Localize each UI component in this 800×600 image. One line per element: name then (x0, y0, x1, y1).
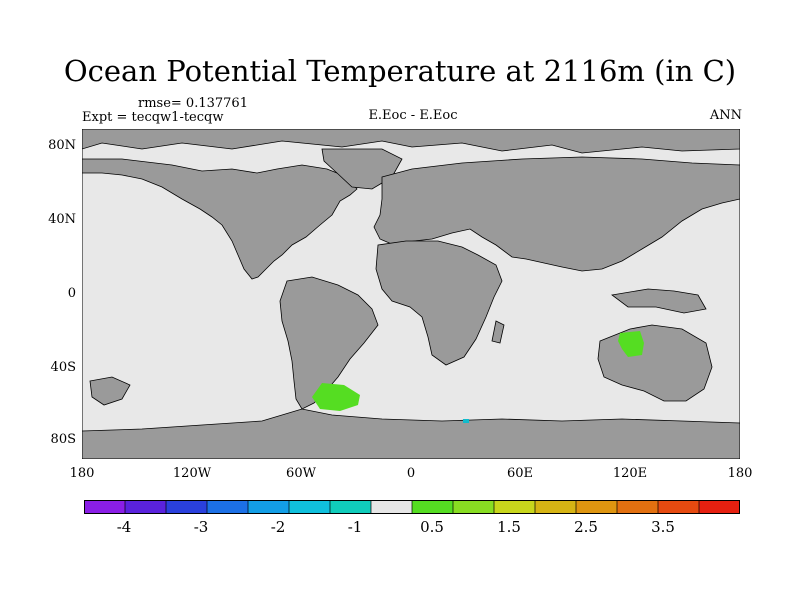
colorbar-label: -1 (347, 518, 363, 536)
comparison-label: E.Eoc - E.Eoc (368, 108, 458, 123)
anomaly-patch-negative (463, 419, 469, 423)
lon-tick-label: 120E (612, 466, 648, 481)
colorbar-swatch (617, 500, 659, 514)
colorbar-swatch (535, 500, 577, 514)
colorbar-label: 0.5 (420, 518, 444, 536)
land-masses (82, 129, 740, 459)
rmse-label: rmse= 0.137761 (138, 96, 248, 111)
colorbar-swatch (699, 500, 740, 514)
lat-tick-label: 0 (67, 286, 76, 301)
colorbar-swatch (166, 500, 208, 514)
north-america (82, 158, 358, 280)
madagascar (491, 320, 505, 344)
colorbar-swatch (330, 500, 372, 514)
lon-tick-label: 120W (172, 466, 212, 481)
colorbar-swatch (658, 500, 700, 514)
africa (375, 240, 503, 366)
colorbar-swatch (371, 500, 413, 514)
colorbar-label: 3.5 (651, 518, 675, 536)
colorbar-swatch (125, 500, 167, 514)
colorbar-label: -3 (193, 518, 209, 536)
colorbar-swatch (248, 500, 290, 514)
colorbar-border (84, 500, 740, 514)
colorbar-swatch (494, 500, 536, 514)
anomaly-patch-indian-ocean (618, 331, 644, 357)
lon-tick-label: 60W (286, 466, 316, 481)
lon-tick-label: 180 (727, 466, 753, 481)
colorbar-swatch (289, 500, 331, 514)
colorbar (84, 500, 740, 514)
colorbar-label: -2 (270, 518, 286, 536)
arctic-land (82, 129, 740, 154)
colorbar-label: -4 (116, 518, 132, 536)
colorbar-label: 1.5 (497, 518, 521, 536)
anomaly-patch-southern-atlantic (312, 383, 360, 411)
antarctica (82, 408, 740, 459)
lon-tick-label: 60E (506, 466, 534, 481)
chart-title: Ocean Potential Temperature at 2116m (in… (63, 54, 737, 88)
lat-tick-label: 40N (48, 212, 76, 227)
lat-tick-label: 40S (50, 360, 76, 375)
experiment-label: Expt = tecqw1-tecqw (82, 110, 224, 125)
colorbar-label: 2.5 (574, 518, 598, 536)
colorbar-swatch (453, 500, 495, 514)
lat-tick-label: 80N (48, 138, 76, 153)
lat-tick-label: 80S (50, 432, 76, 447)
lon-tick-label: 180 (69, 466, 95, 481)
colorbar-swatch (576, 500, 618, 514)
new-zealand (89, 376, 131, 406)
world-map (82, 129, 740, 459)
season-label: ANN (709, 108, 742, 123)
maritime-continent (611, 288, 707, 314)
colorbar-swatch (84, 500, 126, 514)
lon-tick-label: 0 (406, 466, 416, 481)
colorbar-swatch (412, 500, 454, 514)
colorbar-swatch (207, 500, 249, 514)
